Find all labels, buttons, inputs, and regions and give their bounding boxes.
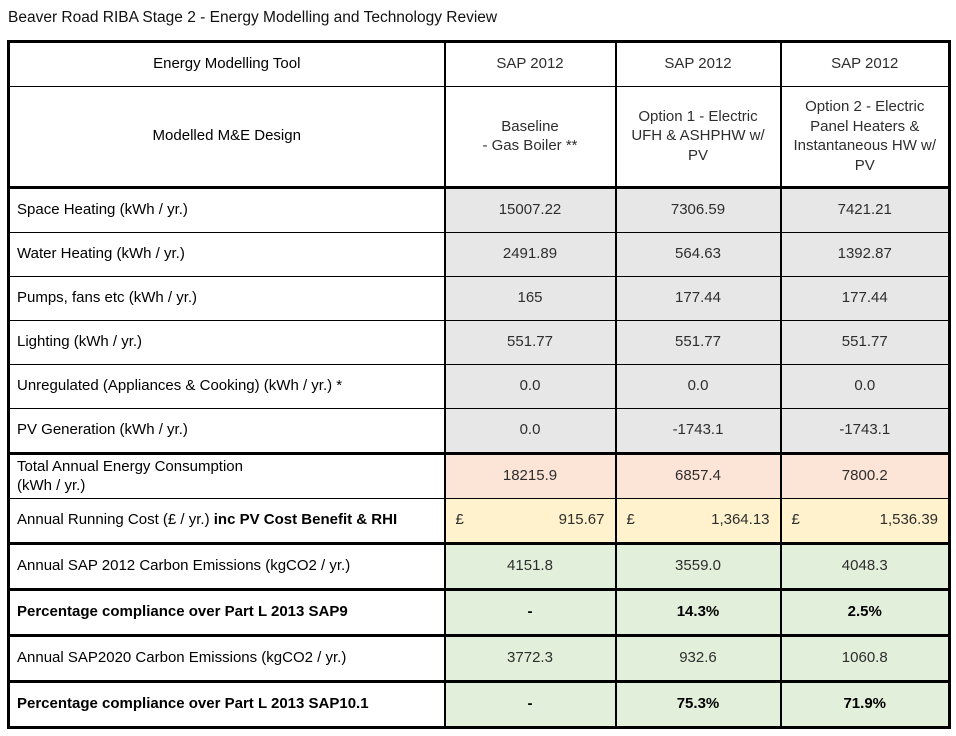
design-option-line: Panel Heaters &	[810, 117, 920, 135]
row-label-text: Annual Running Cost (£ / yr.)	[17, 511, 214, 529]
value-cell: 14.3%	[614, 587, 782, 636]
row-label: Pumps, fans etc (kWh / yr.)	[7, 275, 446, 321]
value-cell: 75.3%	[614, 679, 782, 728]
currency-symbol: £	[626, 511, 635, 529]
design-option-baseline: Baseline - Gas Boiler **	[443, 85, 617, 188]
design-option-line: Baseline	[501, 117, 559, 135]
value-cell: 0.0	[614, 363, 782, 409]
value-cell: 2.5%	[779, 587, 951, 636]
header-tool-value: SAP 2012	[779, 40, 951, 87]
row-label: Percentage compliance over Part L 2013 S…	[7, 679, 446, 728]
currency-value: 1,364.13	[711, 511, 770, 529]
value-cell: 1060.8	[779, 633, 951, 682]
row-label: Lighting (kWh / yr.)	[7, 319, 446, 365]
design-option-line: Option 1 - Electric	[638, 107, 758, 125]
row-label: Annual SAP 2012 Carbon Emissions (kgCO2 …	[7, 541, 446, 590]
row-label: Annual SAP2020 Carbon Emissions (kgCO2 /…	[7, 633, 446, 682]
row-compliance-sap10-1: Percentage compliance over Part L 2013 S…	[7, 679, 951, 728]
row-label: Unregulated (Appliances & Cooking) (kWh …	[7, 363, 446, 409]
row-lighting: Lighting (kWh / yr.) 551.77 551.77 551.7…	[7, 319, 951, 365]
row-label-line: (kWh / yr.)	[17, 477, 86, 495]
row-label: Annual Running Cost (£ / yr.) inc PV Cos…	[7, 497, 446, 544]
header-tool-label: Energy Modelling Tool	[7, 40, 446, 87]
row-label: Percentage compliance over Part L 2013 S…	[7, 587, 446, 636]
value-cell: 0.0	[779, 363, 951, 409]
row-compliance-sap9: Percentage compliance over Part L 2013 S…	[7, 587, 951, 636]
design-option-line: UFH & ASHPHW w/ PV	[631, 127, 765, 164]
row-label: PV Generation (kWh / yr.)	[7, 407, 446, 454]
value-cell: 165	[443, 275, 617, 321]
design-option-line: Instantaneous HW w/	[793, 137, 937, 155]
design-option-2: Option 2 - Electric Panel Heaters & Inst…	[779, 85, 951, 188]
value-cell: 7421.21	[779, 185, 951, 233]
value-cell: 177.44	[779, 275, 951, 321]
value-cell: 932.6	[614, 633, 782, 682]
row-sap2012-emissions: Annual SAP 2012 Carbon Emissions (kgCO2 …	[7, 541, 951, 590]
design-option-line: PV	[854, 156, 875, 174]
row-total-consumption: Total Annual Energy Consumption (kWh / y…	[7, 451, 951, 499]
header-row-tool: Energy Modelling Tool SAP 2012 SAP 2012 …	[7, 40, 951, 87]
row-pumps-fans: Pumps, fans etc (kWh / yr.) 165 177.44 1…	[7, 275, 951, 321]
row-label-bold-text: inc PV Cost Benefit & RHI	[213, 511, 398, 529]
currency-value: 1,536.39	[879, 511, 938, 529]
row-sap2020-emissions: Annual SAP2020 Carbon Emissions (kgCO2 /…	[7, 633, 951, 682]
design-option-line: Option 2 - Electric	[805, 98, 925, 116]
value-cell: 4048.3	[779, 541, 951, 590]
value-cell: -	[443, 679, 617, 728]
row-space-heating: Space Heating (kWh / yr.) 15007.22 7306.…	[7, 185, 951, 233]
currency-cell: £ 1,536.39	[779, 497, 951, 544]
value-cell: 6857.4	[614, 451, 782, 499]
value-cell: 71.9%	[779, 679, 951, 728]
design-option-line: - Gas Boiler **	[482, 137, 578, 155]
value-cell: 2491.89	[443, 231, 617, 277]
currency-cell: £ 915.67	[443, 497, 617, 544]
value-cell: 3772.3	[443, 633, 617, 682]
row-unregulated: Unregulated (Appliances & Cooking) (kWh …	[7, 363, 951, 409]
value-cell: 7800.2	[779, 451, 951, 499]
value-cell: 3559.0	[614, 541, 782, 590]
value-cell: 15007.22	[443, 185, 617, 233]
currency-value: 915.67	[558, 511, 605, 529]
value-cell: 4151.8	[443, 541, 617, 590]
value-cell: 0.0	[443, 407, 617, 454]
row-water-heating: Water Heating (kWh / yr.) 2491.89 564.63…	[7, 231, 951, 277]
row-running-cost: Annual Running Cost (£ / yr.) inc PV Cos…	[7, 497, 951, 544]
energy-modelling-table: Energy Modelling Tool SAP 2012 SAP 2012 …	[7, 39, 951, 729]
row-label: Total Annual Energy Consumption (kWh / y…	[7, 451, 446, 499]
value-cell: 18215.9	[443, 451, 617, 499]
header-tool-value: SAP 2012	[614, 40, 782, 87]
row-label-line: Total Annual Energy Consumption	[17, 457, 243, 475]
value-cell: 1392.87	[779, 231, 951, 277]
value-cell: -1743.1	[614, 407, 782, 454]
value-cell: 7306.59	[614, 185, 782, 233]
design-option-1: Option 1 - Electric UFH & ASHPHW w/ PV	[614, 85, 782, 188]
header-design-label: Modelled M&E Design	[7, 85, 446, 188]
row-label: Water Heating (kWh / yr.)	[7, 231, 446, 277]
currency-symbol: £	[791, 511, 800, 529]
value-cell: 177.44	[614, 275, 782, 321]
row-label: Space Heating (kWh / yr.)	[7, 185, 446, 233]
currency-symbol: £	[455, 511, 464, 529]
value-cell: 0.0	[443, 363, 617, 409]
header-row-design: Modelled M&E Design Baseline - Gas Boile…	[7, 85, 951, 188]
currency-cell: £ 1,364.13	[614, 497, 782, 544]
value-cell: 551.77	[443, 319, 617, 365]
value-cell: 551.77	[779, 319, 951, 365]
header-tool-value: SAP 2012	[443, 40, 617, 87]
value-cell: -	[443, 587, 617, 636]
value-cell: -1743.1	[779, 407, 951, 454]
value-cell: 564.63	[614, 231, 782, 277]
row-pv-generation: PV Generation (kWh / yr.) 0.0 -1743.1 -1…	[7, 407, 951, 454]
page-title: Beaver Road RIBA Stage 2 - Energy Modell…	[8, 9, 498, 26]
value-cell: 551.77	[614, 319, 782, 365]
